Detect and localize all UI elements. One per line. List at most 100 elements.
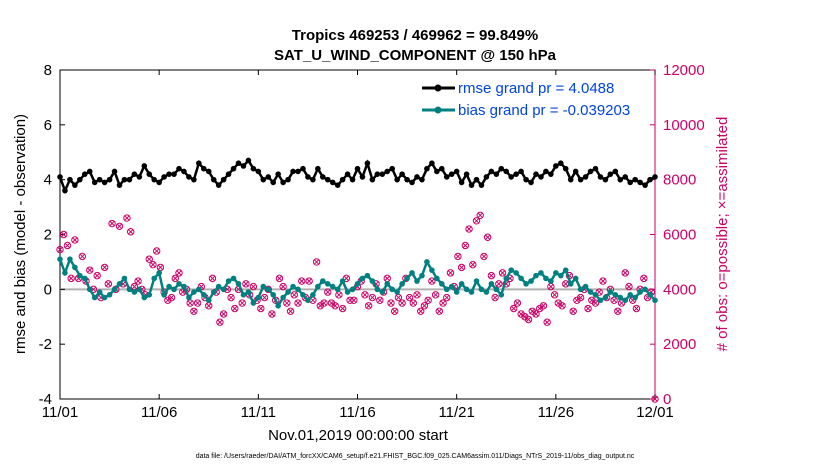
bias-point xyxy=(557,272,564,279)
rmse-point xyxy=(394,176,400,183)
obs-assimilated-marker xyxy=(410,300,417,306)
y-tick-label: 4 xyxy=(44,172,52,189)
rmse-point xyxy=(101,179,108,186)
bias-point xyxy=(121,275,128,282)
obs-possible-marker xyxy=(227,293,235,302)
bias-point xyxy=(473,278,480,284)
rmse-point xyxy=(369,176,376,183)
bias-point xyxy=(404,275,410,282)
obs-assimilated-marker xyxy=(287,308,294,315)
obs-possible-marker xyxy=(405,293,414,302)
rmse-point xyxy=(176,165,182,172)
bias-point xyxy=(235,281,242,287)
rmse-point xyxy=(77,176,83,183)
obs-assimilated-marker xyxy=(150,261,156,268)
obs-possible-marker xyxy=(428,277,436,285)
obs-possible-marker xyxy=(86,266,94,274)
rmse-point xyxy=(196,160,202,167)
obs-assimilated-marker xyxy=(313,259,320,265)
obs-assimilated-marker xyxy=(164,297,171,304)
right-y-ticks: 0 2000 4000 6000 8000 10000 12000 xyxy=(650,62,705,408)
rmse-point xyxy=(111,168,118,175)
y2-axis-label: # of obs: o=possible; ×=assimilated xyxy=(714,117,731,352)
rmse-point xyxy=(166,171,172,177)
obs-assimilated-marker xyxy=(588,297,595,304)
obs-assimilated-marker xyxy=(324,289,331,295)
bias-point xyxy=(642,286,648,293)
rmse-point xyxy=(141,163,148,169)
obs-possible-marker xyxy=(625,282,633,291)
bias-point xyxy=(647,292,653,298)
obs-possible-marker xyxy=(93,271,101,280)
obs-possible-marker xyxy=(435,307,444,315)
obs-possible-marker xyxy=(539,302,548,310)
bias-point xyxy=(86,286,93,293)
rmse-point xyxy=(483,174,490,180)
obs-assimilated-marker xyxy=(280,283,286,290)
rmse-point xyxy=(329,179,336,186)
obs-assimilated-marker xyxy=(521,313,528,320)
obs-possible-marker xyxy=(231,304,239,313)
rmse-point xyxy=(265,174,272,180)
obs-assimilated-marker xyxy=(350,297,357,304)
bias-point xyxy=(77,272,83,279)
obs-assimilated-marker xyxy=(473,217,480,224)
obs-possible-marker xyxy=(420,302,429,310)
obs-possible-marker xyxy=(208,274,217,283)
rmse-point xyxy=(404,176,410,183)
bias-point xyxy=(349,286,356,293)
obs-possible-marker xyxy=(286,307,295,315)
rmse-point xyxy=(255,168,262,175)
rmse-point xyxy=(498,165,505,172)
bias-point xyxy=(176,281,182,287)
obs-possible-marker xyxy=(175,269,183,277)
obs-possible-marker xyxy=(387,299,395,307)
obs-assimilated-marker xyxy=(533,311,539,317)
obs-assimilated-marker xyxy=(276,275,283,282)
obs-possible-marker xyxy=(294,299,302,307)
rmse-point xyxy=(210,176,217,183)
bias-point xyxy=(607,289,614,295)
rmse-point xyxy=(617,176,624,183)
obs-possible-marker xyxy=(454,252,462,261)
bias-point xyxy=(548,278,554,284)
x-tick-label: 11/26 xyxy=(538,404,574,421)
rmse-point xyxy=(488,168,495,175)
bias-point xyxy=(62,270,68,276)
obs-assimilated-marker xyxy=(153,248,160,254)
rmse-point xyxy=(181,168,187,175)
obs-possible-marker xyxy=(145,255,153,263)
obs-possible-marker xyxy=(134,277,142,285)
obs-possible-marker xyxy=(167,293,176,302)
chart-title-line2: SAT_U_WIND_COMPONENT @ 150 hPa xyxy=(274,47,557,64)
obs-possible-marker xyxy=(320,299,328,307)
bias-point xyxy=(652,297,658,304)
obs-assimilated-marker xyxy=(369,294,376,301)
legend-item-bias: bias grand pr = -0.039203 xyxy=(422,102,630,119)
obs-assimilated-marker xyxy=(551,291,558,298)
obs-assimilated-marker xyxy=(458,264,465,271)
y-tick-label: -4 xyxy=(39,391,52,408)
rmse-point xyxy=(582,174,589,180)
obs-assimilated-marker xyxy=(105,280,112,287)
rmse-point xyxy=(553,163,559,169)
bias-point xyxy=(389,286,396,293)
bias-point xyxy=(111,286,118,293)
obs-possible-marker xyxy=(100,263,109,272)
obs-possible-marker xyxy=(193,299,202,307)
obs-possible-marker xyxy=(260,293,269,302)
rmse-point xyxy=(121,176,128,183)
bias-point xyxy=(319,278,326,284)
obs-assimilated-marker xyxy=(399,300,405,306)
bias-point xyxy=(627,292,634,298)
bias-point xyxy=(141,294,148,301)
obs-possible-marker xyxy=(268,310,276,318)
obs-possible-marker xyxy=(312,258,321,266)
bias-point xyxy=(260,283,267,290)
rmse-point xyxy=(627,179,634,186)
y2-tick-label: 2000 xyxy=(663,336,696,353)
obs-possible-marker xyxy=(487,271,496,280)
obs-assimilated-marker xyxy=(261,294,268,301)
rmse-point xyxy=(572,168,579,175)
bias-point xyxy=(493,286,500,293)
